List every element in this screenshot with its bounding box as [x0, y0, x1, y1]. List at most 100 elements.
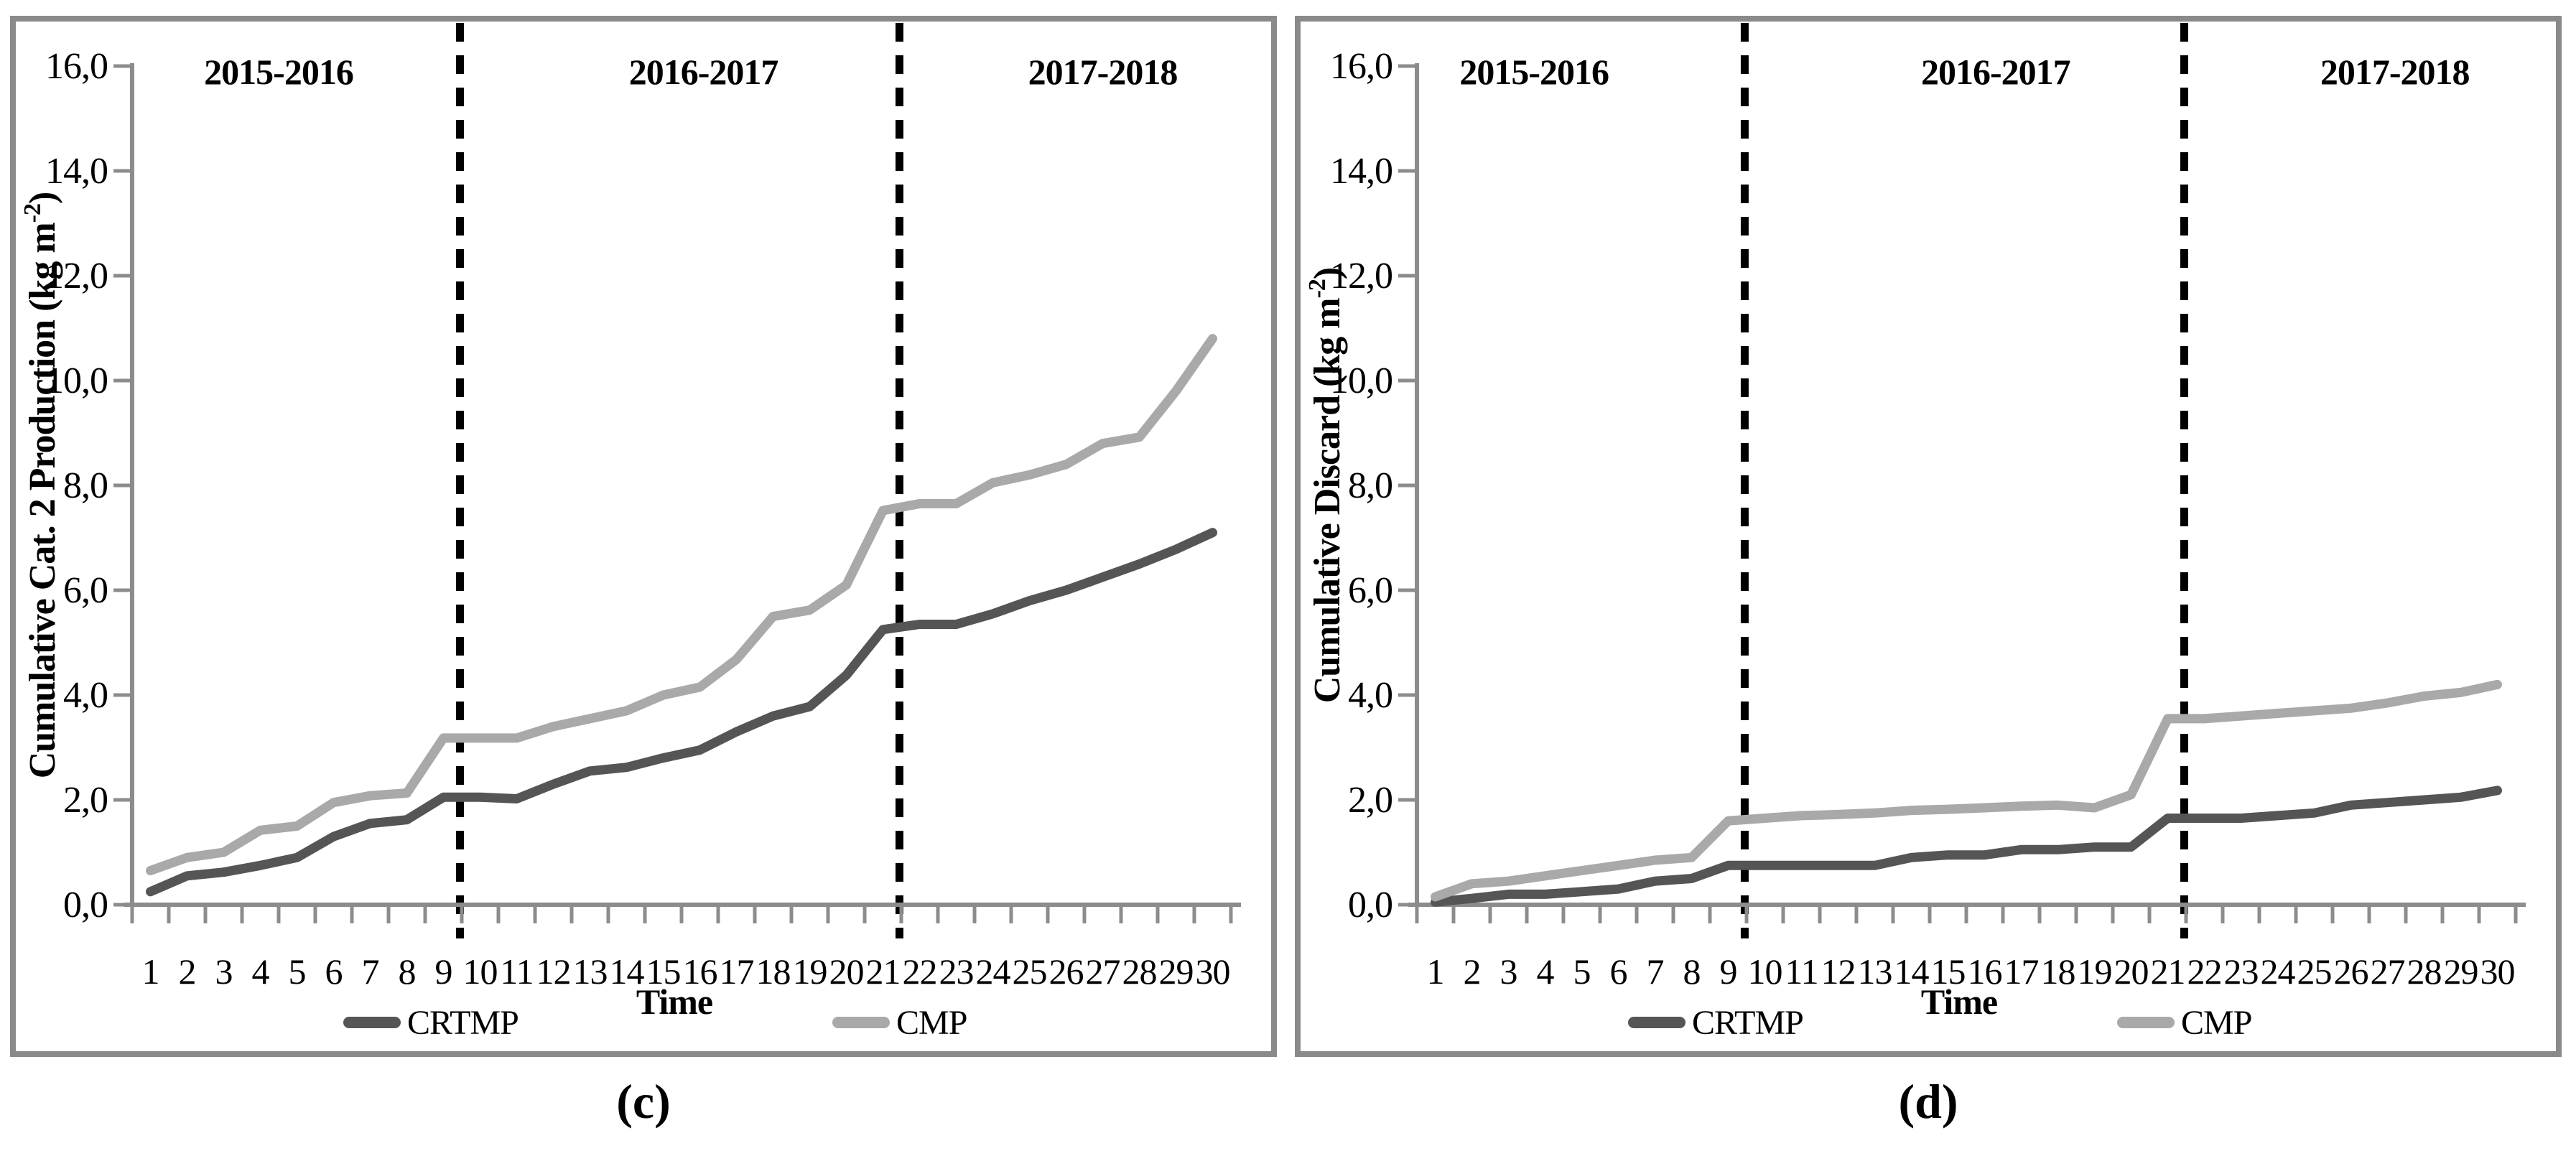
- x-tick-label: 19: [2078, 951, 2112, 992]
- x-tick-label: 18: [756, 951, 791, 992]
- caption-c: (c): [616, 1074, 671, 1129]
- legend-label-crtmp: CRTMP: [1692, 1004, 1803, 1042]
- series-line-crtmp: [146, 528, 1217, 897]
- x-tick-label: 6: [1610, 951, 1627, 992]
- x-tick-label: 15: [1931, 951, 1966, 992]
- x-tick-label: 28: [1122, 951, 1157, 992]
- season-label-3: 2017-2018: [2320, 52, 2470, 92]
- legend-swatch-cmp: [2117, 1017, 2175, 1028]
- x-tick-label: 26: [1049, 951, 1084, 992]
- y-tick-label: 6,0: [63, 570, 108, 611]
- x-tick-label: 30: [2480, 951, 2515, 992]
- y-tick-label: 0,0: [63, 885, 108, 926]
- x-axis-title: Time: [1921, 982, 1997, 1022]
- y-tick-label: 2,0: [63, 780, 108, 821]
- legend-swatch-cmp: [832, 1017, 890, 1028]
- x-tick-label: 22: [2187, 951, 2222, 992]
- season-label-3: 2017-2018: [1028, 52, 1178, 92]
- y-tick-label: 8,0: [1348, 465, 1392, 506]
- x-tick-label: 2: [179, 951, 196, 992]
- legend-label-cmp: CMP: [2181, 1004, 2251, 1042]
- y-tick-label: 12,0: [1330, 256, 1392, 297]
- x-tick-label: 27: [1086, 951, 1120, 992]
- x-tick-label: 24: [976, 951, 1011, 992]
- chart-svg-d: 2015-2016 2016-2017 2017-2018 0,0 2,0 4,0 6,0 8…: [1295, 16, 2562, 1057]
- x-tick-label: 23: [939, 951, 974, 992]
- x-tick-label: 8: [399, 951, 416, 992]
- x-tick-label: 1: [1427, 951, 1444, 992]
- series-line-crtmp: [1431, 786, 2502, 907]
- x-tick-label: 12: [536, 951, 571, 992]
- x-tick-label: 26: [2334, 951, 2368, 992]
- x-tick-label: 5: [1573, 951, 1591, 992]
- x-tick-label: 14: [1894, 951, 1930, 992]
- y-tick-label: 12,0: [45, 256, 108, 297]
- x-tick-label: 23: [2224, 951, 2259, 992]
- x-tick-label: 25: [2297, 951, 2332, 992]
- chart-panel-d: 2015-2016 2016-2017 2017-2018 0,0 2,0 4,0 6,0 8…: [1295, 16, 2562, 1057]
- x-tick-label: 17: [2004, 951, 2039, 992]
- y-tick-label: 8,0: [63, 465, 108, 506]
- x-tick-label: 16: [683, 951, 717, 992]
- season-label-2: 2016-2017: [1921, 52, 2070, 92]
- season-label-1: 2015-2016: [1459, 52, 1609, 92]
- legend-swatch-crtmp: [1628, 1017, 1685, 1028]
- y-tick-label: 6,0: [1348, 570, 1392, 611]
- y-tick-label: 2,0: [1348, 780, 1392, 821]
- y-tick-label: 10,0: [45, 360, 108, 401]
- x-tick-label: 13: [573, 951, 608, 992]
- x-tick-label: 14: [610, 951, 645, 992]
- panel-border: [1295, 16, 2562, 1057]
- x-tick-label: 9: [1720, 951, 1737, 992]
- legend-label-cmp: CMP: [896, 1004, 967, 1042]
- y-tick-label: 14,0: [45, 151, 108, 192]
- x-tick-label: 7: [362, 951, 379, 992]
- y-tick-label: 14,0: [1330, 151, 1392, 192]
- x-tick-label: 30: [1196, 951, 1230, 992]
- y-tick-label: 16,0: [1330, 46, 1392, 87]
- x-tick-label: 3: [1500, 951, 1517, 992]
- season-label-1: 2015-2016: [204, 52, 353, 92]
- chart-panel-c: 2015-2016 2016-2017 2017-2018 0,0 2,0 4,0 6,0 8…: [10, 16, 1277, 1057]
- series-line-cmp: [146, 334, 1217, 875]
- x-tick-label: 28: [2407, 951, 2442, 992]
- y-tick-label: 10,0: [1330, 360, 1392, 401]
- x-tick-label: 7: [1647, 951, 1664, 992]
- x-tick-label: 3: [215, 951, 233, 992]
- x-tick-label: 8: [1683, 951, 1701, 992]
- x-tick-label: 29: [1159, 951, 1194, 992]
- x-tick-label: 24: [2261, 951, 2296, 992]
- x-tick-label: 22: [903, 951, 937, 992]
- x-tick-label: 10: [463, 951, 498, 992]
- legend-swatch-crtmp: [343, 1017, 401, 1028]
- y-tick-label: 16,0: [45, 46, 108, 87]
- x-tick-label: 6: [325, 951, 343, 992]
- x-tick-label: 1: [142, 951, 159, 992]
- y-axis-title: Cumulative Cat. 2 Production (kg m-2): [19, 192, 63, 779]
- x-tick-label: 4: [252, 951, 270, 992]
- x-tick-label: 13: [1858, 951, 1892, 992]
- x-axis-title: Time: [636, 982, 712, 1022]
- y-tick-label: 4,0: [1348, 675, 1392, 716]
- x-tick-label: 12: [1821, 951, 1856, 992]
- x-tick-label: 27: [2371, 951, 2405, 992]
- x-tick-label: 20: [2114, 951, 2149, 992]
- x-tick-label: 5: [289, 951, 306, 992]
- y-tick-label: 0,0: [1348, 885, 1392, 926]
- season-label-2: 2016-2017: [629, 52, 778, 92]
- y-axis-title: Cumulative Discard (kg m-2): [1304, 268, 1348, 704]
- caption-d: (d): [1898, 1074, 1958, 1129]
- panel-border: [10, 16, 1277, 1057]
- series-line-cmp: [1431, 679, 2502, 902]
- x-tick-label: 9: [435, 951, 452, 992]
- x-tick-label: 20: [829, 951, 864, 992]
- x-tick-label: 21: [866, 951, 901, 992]
- x-tick-label: 4: [1537, 951, 1555, 992]
- x-tick-label: 25: [1013, 951, 1047, 992]
- x-tick-label: 18: [2041, 951, 2075, 992]
- x-tick-label: 29: [2444, 951, 2478, 992]
- x-tick-label: 19: [793, 951, 827, 992]
- x-tick-label: 21: [2151, 951, 2185, 992]
- x-tick-label: 2: [1464, 951, 1481, 992]
